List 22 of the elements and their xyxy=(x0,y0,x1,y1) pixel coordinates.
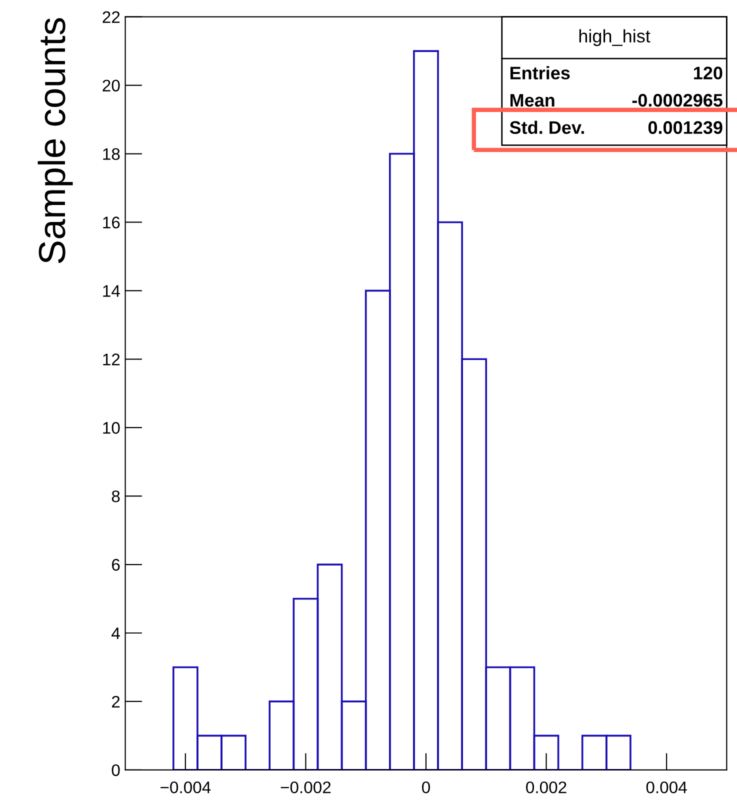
text: Std. Dev. 0.001239 xyxy=(510,120,722,134)
y-tick-label: 16 xyxy=(103,216,120,228)
x-tick-label: −0.004 xyxy=(160,781,211,794)
y-tick-label: 2 xyxy=(112,696,120,708)
text: Mean -0.0002965 xyxy=(510,94,723,107)
annotation: high_hist xyxy=(579,29,650,46)
y-tick-label: 10 xyxy=(103,422,120,434)
y-tick-label: 18 xyxy=(103,148,120,160)
x-tick-label: −0.002 xyxy=(280,781,331,794)
y-axis-title: Sample counts xyxy=(38,18,73,264)
y-tick-label: 8 xyxy=(112,490,120,502)
y-tick-label: 12 xyxy=(103,354,120,366)
y-tick-label: 6 xyxy=(112,558,120,571)
y-tick-label: 14 xyxy=(103,285,120,297)
x-tick-label: 0.004 xyxy=(646,781,687,794)
y-tick-label: 0 xyxy=(112,764,120,776)
x-tick-label: 0 xyxy=(422,781,430,794)
y-tick-label: 4 xyxy=(112,628,120,640)
x-tick-label: 0.002 xyxy=(526,781,566,794)
y-tick-label: 22 xyxy=(102,11,120,23)
y-tick-label: 20 xyxy=(102,80,120,92)
text: Entries 120 xyxy=(510,66,722,80)
